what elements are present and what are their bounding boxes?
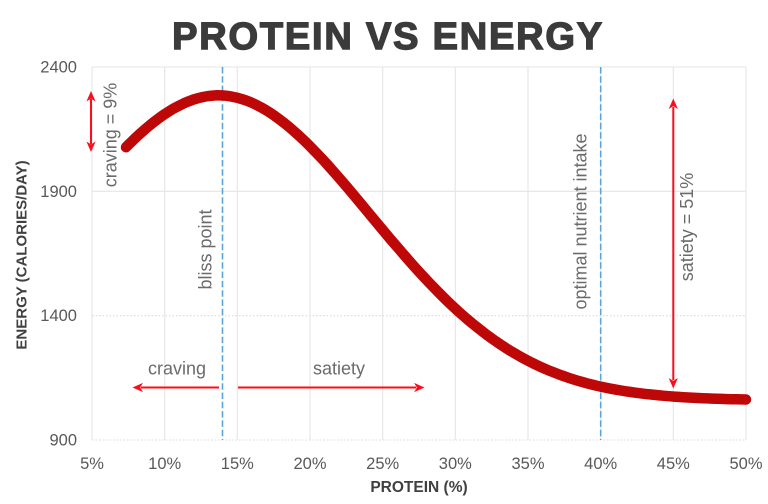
svg-text:25%: 25% (366, 455, 399, 473)
svg-text:1900: 1900 (40, 183, 77, 201)
svg-text:satiety: satiety (313, 359, 365, 379)
svg-text:40%: 40% (584, 455, 617, 473)
svg-text:10%: 10% (148, 455, 181, 473)
svg-text:satiety = 51%: satiety = 51% (677, 173, 697, 282)
svg-text:PROTEIN (%): PROTEIN (%) (370, 479, 467, 496)
svg-text:1400: 1400 (40, 307, 77, 325)
svg-text:2400: 2400 (40, 59, 77, 77)
svg-text:45%: 45% (657, 455, 690, 473)
svg-text:PROTEIN VS ENERGY: PROTEIN VS ENERGY (172, 16, 604, 58)
svg-text:30%: 30% (439, 455, 472, 473)
svg-text:35%: 35% (511, 455, 544, 473)
svg-text:900: 900 (49, 432, 77, 450)
svg-text:optimal nutrient intake: optimal nutrient intake (571, 133, 591, 309)
svg-text:5%: 5% (80, 455, 104, 473)
svg-text:craving: craving (148, 359, 206, 379)
svg-text:craving = 9%: craving = 9% (101, 83, 121, 188)
svg-text:bliss point: bliss point (196, 209, 216, 289)
svg-text:50%: 50% (729, 455, 762, 473)
svg-text:20%: 20% (293, 455, 326, 473)
svg-text:ENERGY (CALORIES/DAY): ENERGY (CALORIES/DAY) (14, 160, 31, 349)
svg-text:15%: 15% (221, 455, 254, 473)
